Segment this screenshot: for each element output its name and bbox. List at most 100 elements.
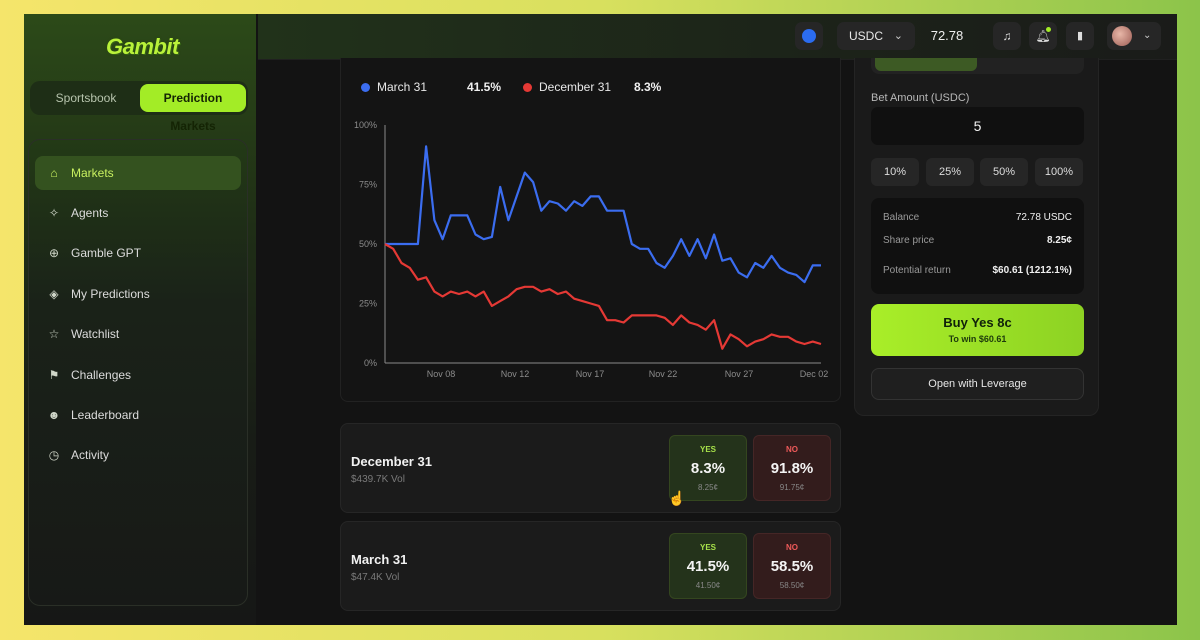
sidebar-item-watchlist[interactable]: ☆ Watchlist bbox=[35, 317, 241, 351]
sidebar-item-label: Leaderboard bbox=[71, 408, 140, 422]
quick-amount-10-button[interactable]: 10% bbox=[871, 158, 919, 186]
sidebar-item-agents[interactable]: ✧ Agents bbox=[35, 196, 241, 230]
app-window: Gambit Sportsbook Prediction Markets ⌂ M… bbox=[24, 14, 1177, 625]
x-tick-label: Nov 22 bbox=[649, 369, 678, 379]
series-line-december-31 bbox=[384, 243, 822, 350]
sportsbook-tab[interactable]: Sportsbook bbox=[55, 91, 117, 105]
notifications-button[interactable]: 🔔︎ bbox=[1029, 22, 1057, 50]
outcome-label: NO bbox=[786, 445, 798, 454]
top-bar: USDC ⌄ 72.78 ♫ 🔔︎ ▮ ⌄ bbox=[258, 14, 1177, 60]
bet-amount-input[interactable]: 5 bbox=[871, 107, 1084, 145]
notification-badge bbox=[1046, 27, 1051, 32]
prediction-markets-tab[interactable]: Prediction Markets bbox=[140, 84, 246, 133]
outcome-percent: 41.5% bbox=[686, 558, 730, 575]
network-button[interactable] bbox=[795, 22, 823, 50]
market-row[interactable]: December 31 $439.7K Vol YES 8.3% 8.25¢ N… bbox=[340, 423, 841, 513]
line-chart[interactable]: 0% 25% 50% 75% 100% Nov 08 Nov 12 Nov 17 Nov 22 N… bbox=[341, 58, 842, 402]
outcome-toggle[interactable] bbox=[871, 58, 1084, 74]
share-price-label: Share price bbox=[883, 235, 935, 246]
potential-return-value: $60.61 (1212.1%) bbox=[992, 265, 1072, 276]
legend-entry-december: December 31 8.3% bbox=[523, 80, 661, 94]
market-title: March 31 bbox=[351, 552, 408, 567]
sidebar-item-gamble-gpt[interactable]: ⊕ Gamble GPT bbox=[35, 236, 241, 270]
no-outcome-button[interactable]: NO 91.8% 91.75¢ bbox=[753, 435, 831, 501]
y-tick-label: 100% bbox=[354, 120, 377, 130]
outcome-label: NO bbox=[786, 543, 798, 552]
bet-panel: Bet Amount (USDC) 5 10% 25% 50% 100% Bal… bbox=[854, 58, 1099, 416]
chevron-down-icon: ⌄ bbox=[893, 30, 903, 42]
globe-icon: ⊕ bbox=[48, 246, 60, 260]
market-volume: $439.7K Vol bbox=[351, 474, 405, 485]
bell-icon: 🔔︎ bbox=[1035, 29, 1051, 43]
potential-return-label: Potential return bbox=[883, 265, 951, 276]
sidebar-item-leaderboard[interactable]: ☻ Leaderboard bbox=[35, 398, 241, 432]
sidebar-item-label: My Predictions bbox=[71, 287, 150, 301]
legend-swatch bbox=[523, 82, 532, 92]
quick-amount-25-button[interactable]: 25% bbox=[926, 158, 974, 186]
sidebar: Gambit Sportsbook Prediction Markets ⌂ M… bbox=[24, 14, 256, 625]
sparkle-icon: ✧ bbox=[48, 206, 60, 220]
outcome-label: YES bbox=[699, 543, 716, 552]
open-with-leverage-button[interactable]: Open with Leverage bbox=[871, 368, 1084, 400]
sidebar-item-activity[interactable]: ◷ Activity bbox=[35, 438, 241, 472]
legend-entry-march: March 31 41.5% bbox=[361, 80, 501, 94]
outcome-percent: 8.3% bbox=[690, 460, 726, 477]
y-tick-label: 50% bbox=[359, 239, 377, 249]
currency-label: USDC bbox=[849, 29, 884, 43]
market-row[interactable]: March 31 $47.4K Vol YES 41.5% 41.50¢ NO … bbox=[340, 521, 841, 611]
balance-label: Balance bbox=[883, 212, 920, 223]
y-tick-label: 0% bbox=[364, 358, 377, 368]
support-button[interactable]: ♫ bbox=[993, 22, 1021, 50]
sidebar-item-label: Markets bbox=[71, 166, 114, 180]
x-tick-label: Nov 12 bbox=[501, 369, 530, 379]
legend-name: December 31 bbox=[539, 80, 612, 94]
legend-name: March 31 bbox=[377, 80, 428, 94]
user-menu[interactable]: ⌄ bbox=[1107, 22, 1161, 50]
x-tick-label: Nov 17 bbox=[576, 369, 605, 379]
avatar bbox=[1112, 26, 1132, 46]
x-tick-label: Nov 27 bbox=[725, 369, 754, 379]
bets-button[interactable]: ▮ bbox=[1066, 22, 1094, 50]
buy-yes-button[interactable]: Buy Yes 8c To win $60.61 bbox=[871, 304, 1084, 356]
no-outcome-button[interactable]: NO 58.5% 58.50¢ bbox=[753, 533, 831, 599]
sidebar-item-label: Challenges bbox=[71, 368, 132, 382]
price-chart-card: March 31 41.5% December 31 8.3% 0% 25% 50%… bbox=[340, 58, 841, 402]
sidebar-item-markets[interactable]: ⌂ Markets bbox=[35, 156, 241, 190]
sidebar-item-my-predictions[interactable]: ◈ My Predictions bbox=[35, 277, 241, 311]
outcome-percent: 58.5% bbox=[770, 558, 814, 575]
home-icon: ⌂ bbox=[50, 166, 58, 180]
sidebar-item-label: Watchlist bbox=[71, 327, 120, 341]
currency-select[interactable]: USDC ⌄ bbox=[837, 22, 915, 50]
outcome-price: 91.75¢ bbox=[779, 483, 805, 492]
gambit-logo[interactable]: Gambit bbox=[106, 34, 179, 59]
outcome-price: 58.50¢ bbox=[779, 581, 805, 590]
star-icon: ☆ bbox=[48, 327, 60, 341]
chevron-down-icon: ⌄ bbox=[1143, 30, 1152, 41]
legend-value: 8.3% bbox=[634, 80, 662, 94]
legend-value: 41.5% bbox=[467, 80, 502, 94]
market-title: December 31 bbox=[351, 454, 432, 469]
yes-outcome-button[interactable]: YES 8.3% 8.25¢ bbox=[669, 435, 747, 501]
quick-amount-100-button[interactable]: 100% bbox=[1035, 158, 1083, 186]
network-icon bbox=[802, 29, 816, 43]
book-icon: ▮ bbox=[1076, 30, 1084, 42]
y-tick-label: 25% bbox=[359, 299, 377, 309]
outcome-toggle-selected[interactable] bbox=[875, 58, 977, 71]
sidebar-item-challenges[interactable]: ⚑ Challenges bbox=[35, 358, 241, 392]
yes-outcome-button[interactable]: YES 41.5% 41.50¢ bbox=[669, 533, 747, 599]
wallet-balance: 72.78 bbox=[930, 28, 964, 43]
share-price-value: 8.25¢ bbox=[1046, 235, 1072, 246]
flag-icon: ⚑ bbox=[48, 368, 60, 382]
quick-amount-50-button[interactable]: 50% bbox=[980, 158, 1028, 186]
legend-swatch bbox=[361, 82, 370, 92]
bet-amount-label: Bet Amount (USDC) bbox=[871, 92, 970, 104]
headphones-icon: ♫ bbox=[1002, 29, 1012, 43]
sidebar-nav: ⌂ Markets ✧ Agents ⊕ Gamble GPT ◈ My Pre… bbox=[28, 139, 248, 606]
crystal-icon: ◈ bbox=[49, 287, 59, 301]
bet-summary: Balance 72.78 USDC Share price 8.25¢ Pot… bbox=[871, 198, 1084, 294]
clock-icon: ◷ bbox=[48, 448, 60, 462]
sidebar-item-label: Agents bbox=[71, 206, 109, 220]
outcome-price: 8.25¢ bbox=[697, 483, 719, 492]
outcome-label: YES bbox=[699, 445, 716, 454]
x-tick-label: Nov 08 bbox=[427, 369, 456, 379]
